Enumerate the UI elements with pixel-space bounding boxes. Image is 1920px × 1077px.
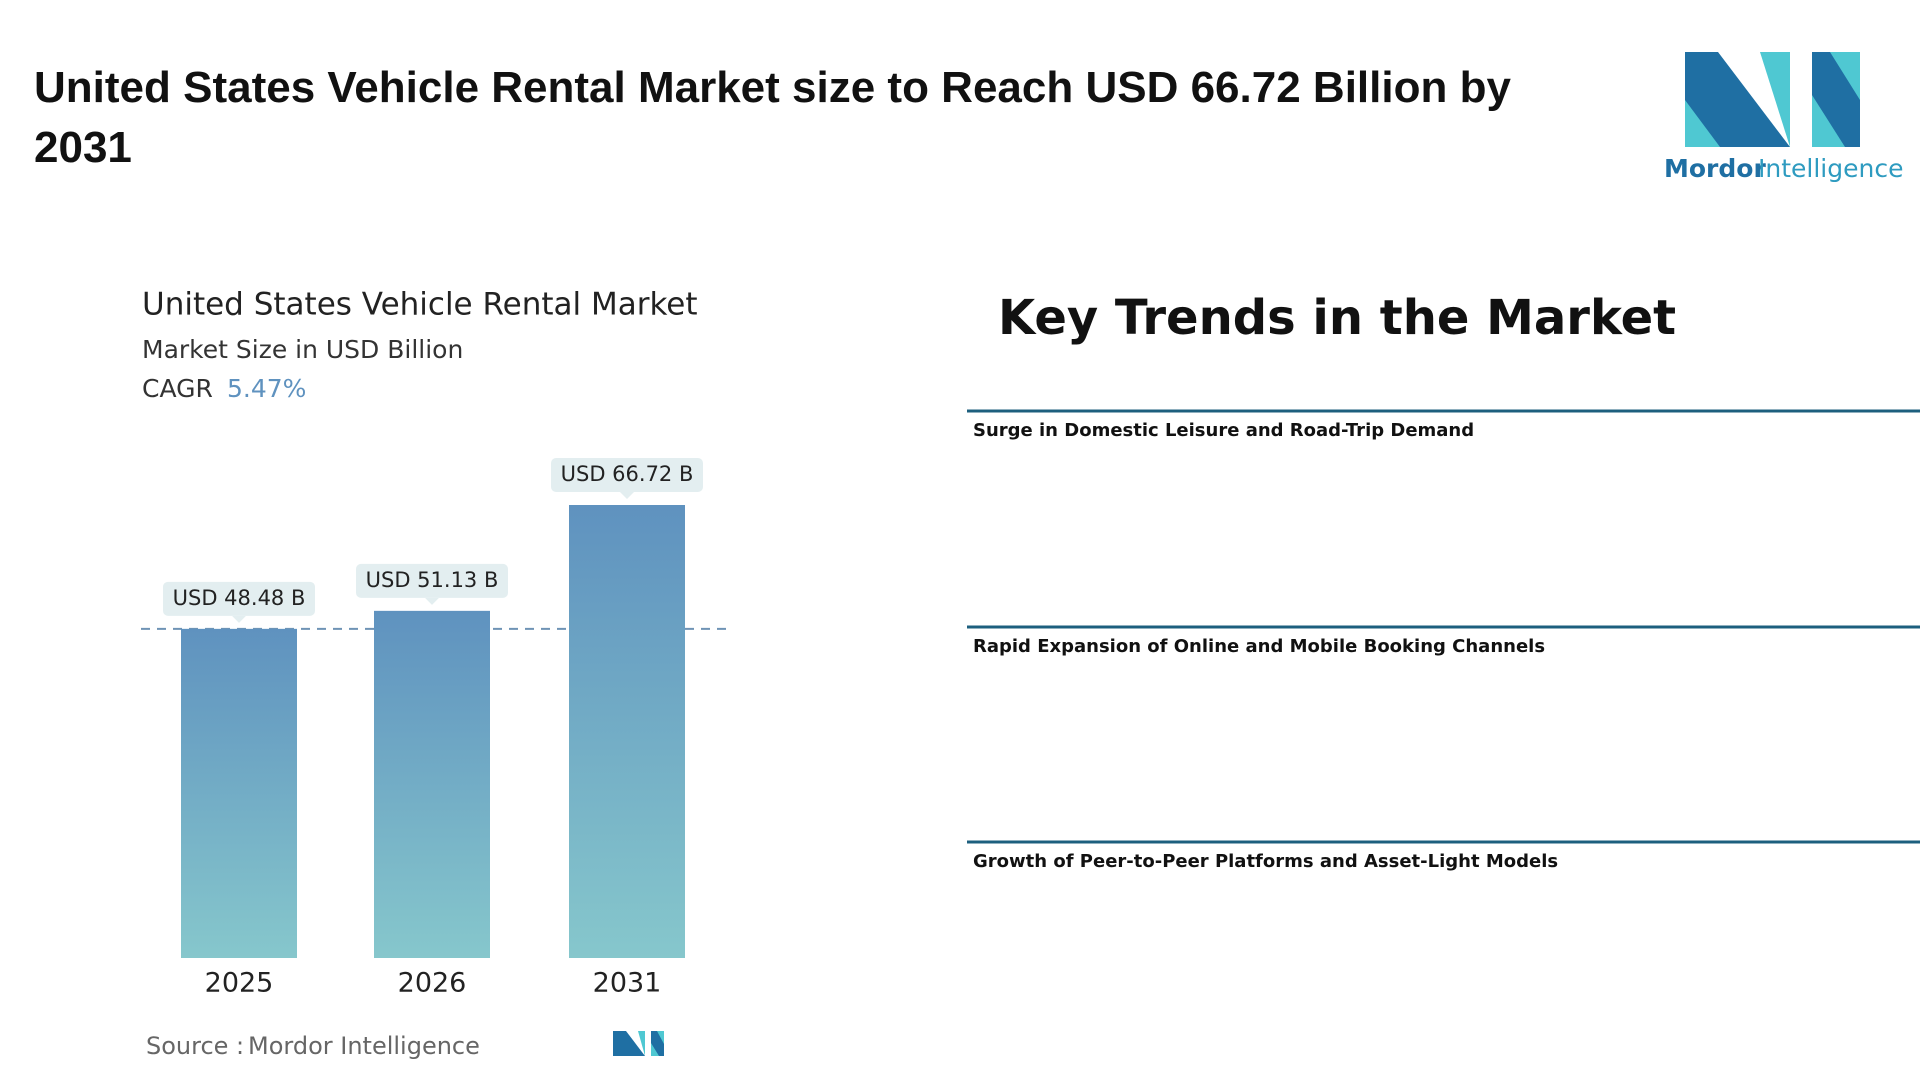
value-label-box: [163, 581, 315, 616]
bar: [374, 610, 490, 958]
logo-shape: [1760, 52, 1790, 147]
logo-shape: [1812, 52, 1860, 147]
source: Mordor Intelligence: [248, 1032, 480, 1060]
logo-shape: [638, 1031, 645, 1056]
page-title: United States Vehicle Rental Market size…: [34, 63, 1511, 172]
bar: [569, 505, 685, 958]
cagr-label: CAGR: [142, 374, 213, 403]
logo-word: Intelligence: [1758, 154, 1903, 183]
x-tick-label: 2025: [205, 968, 274, 999]
logo-word: Mordor: [1664, 154, 1766, 183]
x-tick-label: 2031: [593, 968, 662, 999]
x-tick-label: 2026: [398, 968, 467, 999]
logo-shape: [651, 1031, 664, 1056]
trends-heading: Key Trends in the Market: [998, 290, 1676, 346]
chart-title: United States Vehicle Rental Market: [142, 287, 698, 323]
value-label-box: [356, 563, 508, 598]
trend-item: Rapid Expansion of Online and Mobile Boo…: [973, 636, 1545, 657]
value-label-pointer: [232, 615, 246, 623]
logo: [1685, 52, 1860, 147]
trend-item: Surge in Domestic Leisure and Road-Trip …: [973, 420, 1474, 441]
chart-subtitle: Market Size in USD Billion: [142, 335, 463, 364]
trend-item: Growth of Peer-to-Peer Platforms and Ass…: [973, 851, 1558, 872]
value-label: USD 66.72 B: [561, 462, 694, 486]
logo-shape: [613, 1031, 645, 1056]
value-label-box: [551, 458, 703, 492]
bar: [181, 628, 297, 958]
value-label: USD 48.48 B: [173, 586, 306, 610]
logo-shape: [1685, 100, 1720, 147]
small-logo: [613, 1031, 664, 1056]
source-label: Source :: [146, 1032, 244, 1060]
value-label-pointer: [620, 492, 634, 499]
logo-shape: [1685, 52, 1790, 147]
value-label-pointer: [425, 597, 439, 605]
cagr-value: 5.47%: [227, 374, 306, 403]
value-label: USD 51.13 B: [366, 568, 499, 592]
